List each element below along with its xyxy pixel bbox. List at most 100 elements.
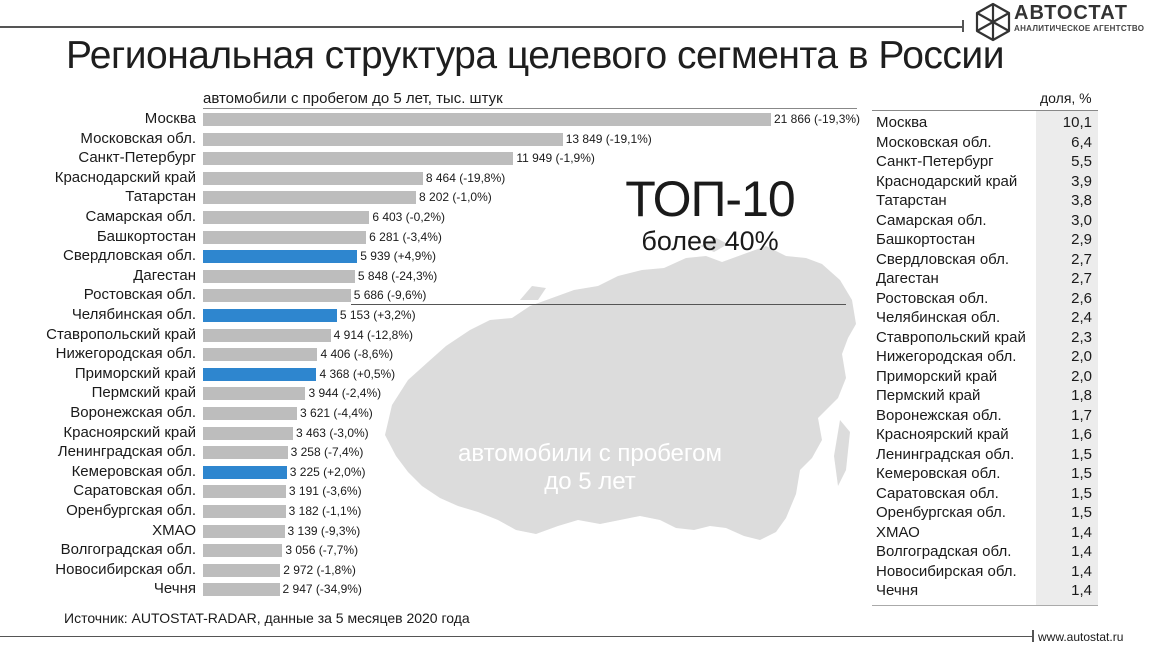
share-row-name: Чечня [876,582,919,599]
share-row-name: Приморский край [876,367,998,385]
share-row-value: 6,4 [1071,133,1092,151]
share-row-name: ХМАО [876,523,920,541]
share-row-value: 10,1 [1062,114,1092,131]
bar [203,485,286,499]
category-label: Красноярский край [63,423,196,441]
autostat-logo-icon [975,2,1011,42]
bar-value-label: 3 621 (-4,4%) [300,406,373,420]
category-label: Московская обл. [80,129,196,147]
bar [203,132,563,146]
share-row-name: Ростовская обл. [876,289,989,307]
share-row-name: Ставропольский край [876,328,1026,346]
bar [203,113,771,126]
share-row-value: 5,5 [1071,153,1092,170]
website-link[interactable]: www.autostat.ru [1038,630,1124,644]
chart-top-rule [203,108,857,109]
bar-value-label: 2 972 (-1,8%) [283,562,356,577]
category-label: Новосибирская обл. [55,560,196,578]
category-label: Краснодарский край [54,168,196,186]
bar-value-label: 3 056 (-7,7%) [285,543,359,558]
category-label: ХМАО [152,521,196,539]
share-table-header: доля, % [1040,90,1092,106]
bar [203,269,355,283]
source-note: Источник: AUTOSTAT-RADAR, данные за 5 ме… [64,610,470,626]
share-row-name: Ленинградская обл. [876,445,1015,463]
bar [203,348,318,362]
category-label: Саратовская обл. [73,482,196,500]
share-row-value: 3,9 [1071,172,1092,190]
share-row-name: Волгоградская обл. [876,543,1012,560]
share-row-value: 1,4 [1071,582,1092,599]
category-label: Чечня [153,580,196,598]
category-label: Ростовская обл. [83,286,196,304]
bar-value-label: 3 944 (-2,4%) [308,386,382,401]
share-row-name: Пермский край [876,387,981,404]
bottom-rule [0,636,1032,637]
share-row-value: 2,0 [1071,367,1092,385]
category-label: Ленинградская обл. [57,443,196,461]
share-row-name: Нижегородская обл. [876,348,1017,365]
share-table-bottom-rule [872,605,1098,606]
share-row-value: 3,0 [1071,211,1092,229]
share-row-value: 2,4 [1071,309,1092,326]
share-row-value: 3,8 [1071,192,1092,209]
map-caption-line1: автомобили с пробегом [458,440,722,467]
bar-value-label: 13 849 (-19,1%) [565,131,652,146]
share-row-value: 1,7 [1071,406,1092,424]
top-rule [0,26,962,28]
bar-value-label: 4 406 (-8,6%) [320,347,394,362]
bar-value-label: 21 866 (-19,3%) [774,112,861,126]
bar-value-label: 3 463 (-3,0%) [295,425,369,440]
bar-value-label: 5 686 (-9,6%) [353,288,427,303]
bar-value-label: 6 403 (-0,2%) [372,210,446,224]
bar [203,230,367,244]
bar [203,211,370,224]
top10-separator [351,304,846,305]
category-label: Санкт-Петербург [78,149,196,167]
share-row-value: 1,5 [1071,465,1092,482]
bar-value-label: 11 949 (-1,9%) [516,151,595,166]
bar [203,309,337,322]
bar-value-label: 2 947 (-34,9%) [282,582,362,597]
share-row-name: Дагестан [876,270,939,287]
category-label: Оренбургская обл. [66,502,196,519]
share-row-value: 1,5 [1071,445,1092,463]
share-row-value: 2,7 [1071,250,1092,268]
category-label: Челябинская обл. [71,306,196,323]
share-row-value: 1,4 [1071,523,1092,541]
share-row-value: 2,7 [1071,270,1092,287]
share-table-top-rule [872,110,1098,111]
category-label: Ставропольский край [46,325,196,343]
category-label: Татарстан [125,188,196,206]
bar-value-label: 3 225 (+2,0%) [289,464,366,479]
share-row-name: Татарстан [876,192,947,209]
share-row-name: Самарская обл. [876,211,987,229]
bar-value-label: 8 202 (-1,0%) [419,190,492,205]
share-row-value: 1,4 [1071,562,1092,580]
bar [203,367,317,381]
bar-value-label: 5 153 (+3,2%) [339,308,416,322]
bar-value-label: 4 914 (-12,8%) [333,327,414,342]
bottom-rule-tick [1032,630,1034,642]
page-title: Региональная структура целевого сегмента… [66,34,1005,77]
share-column-bg [1036,111,1098,605]
bar [203,446,288,460]
bar-value-label: 6 281 (-3,4%) [369,229,442,244]
bar-value-label: 3 139 (-9,3%) [287,523,361,538]
share-row-value: 2,6 [1071,289,1092,307]
logo-tagline: АНАЛИТИЧЕСКОЕ АГЕНТСТВО [1014,24,1145,33]
top10-share: более 40% [641,226,779,256]
bar [203,289,351,303]
category-label: Пермский край [91,384,196,402]
top-rule-tick [962,20,964,32]
bar [203,171,423,185]
bar [203,328,331,342]
share-row-value: 2,9 [1071,231,1092,248]
category-label: Волгоградская обл. [60,541,196,559]
share-row-name: Московская обл. [876,133,992,151]
share-row-value: 1,4 [1071,543,1092,560]
share-row-name: Воронежская обл. [876,406,1002,424]
category-label: Воронежская обл. [70,404,196,421]
share-row-value: 1,8 [1071,387,1092,404]
